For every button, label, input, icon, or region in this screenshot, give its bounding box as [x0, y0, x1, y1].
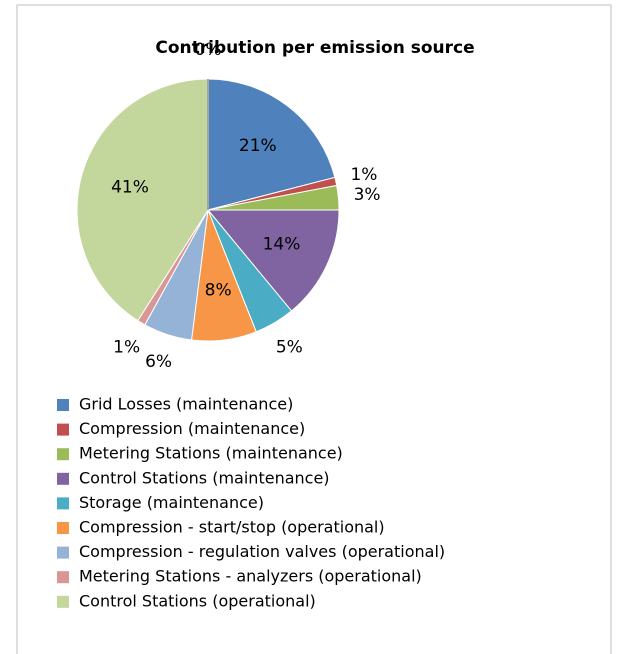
pie-slice — [206, 209, 340, 312]
pie-slice — [207, 78, 336, 211]
legend-swatch — [57, 448, 69, 461]
legend-label: Compression - regulation valves (operati… — [79, 542, 445, 561]
data-label: 8% — [205, 281, 232, 301]
data-label: 3% — [354, 185, 381, 205]
legend-swatch — [57, 546, 69, 559]
legend-label: Compression - start/stop (operational) — [79, 518, 385, 537]
data-label: 0% — [195, 40, 222, 60]
data-label: 14% — [263, 235, 301, 255]
legend-swatch — [57, 423, 69, 436]
pie-slice — [76, 78, 209, 322]
legend-swatch — [57, 399, 69, 411]
legend-label: Metering Stations (maintenance) — [79, 444, 343, 463]
legend-label: Control Stations (maintenance) — [79, 468, 330, 487]
data-label: 41% — [111, 177, 149, 197]
data-label: 1% — [350, 165, 377, 185]
chart-frame — [16, 4, 612, 654]
data-label: 21% — [239, 136, 277, 156]
legend-label: Metering Stations - analyzers (operation… — [79, 567, 422, 586]
legend-label: Compression (maintenance) — [79, 419, 305, 438]
legend-swatch — [57, 571, 69, 584]
legend-label: Grid Losses (maintenance) — [79, 395, 293, 414]
legend-swatch — [57, 472, 69, 485]
legend-swatch — [57, 497, 69, 510]
legend-label: Control Stations (operational) — [79, 591, 316, 610]
data-label: 5% — [276, 338, 303, 358]
legend-label: Storage (maintenance) — [79, 493, 264, 512]
legend-swatch — [57, 595, 69, 608]
chart-title: Contribution per emission source — [155, 38, 474, 58]
data-label: 1% — [113, 338, 140, 358]
legend-swatch — [57, 522, 69, 534]
data-label: 6% — [145, 352, 172, 372]
